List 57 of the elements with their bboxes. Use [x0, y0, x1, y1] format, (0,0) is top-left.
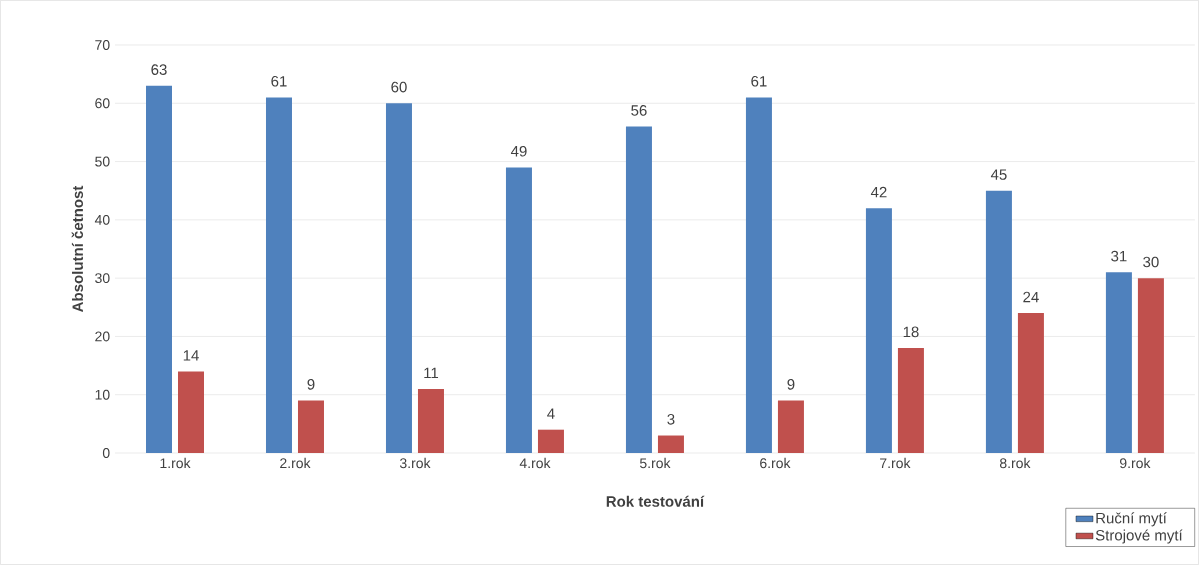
data-label: 61 [751, 75, 767, 87]
bar [265, 97, 292, 453]
x-tick-label: 3.rok [399, 457, 431, 469]
bar [985, 190, 1012, 453]
data-label: 14 [183, 350, 199, 361]
y-tick-label: 20 [95, 331, 110, 342]
data-label: 18 [903, 326, 919, 338]
bar [417, 388, 444, 453]
data-label: 3 [667, 414, 675, 425]
data-label: 56 [631, 105, 647, 116]
y-axis-title: Absolutní četnost [71, 185, 84, 312]
bar [505, 167, 532, 453]
data-label: 63 [151, 64, 167, 75]
x-tick-label: 6.rok [760, 457, 791, 469]
data-label: 30 [1143, 256, 1159, 268]
data-label: 4 [547, 408, 555, 419]
bar [777, 400, 804, 453]
data-label: 9 [787, 379, 795, 390]
data-label: 45 [990, 169, 1007, 180]
x-axis-title: Rok testování [606, 495, 705, 507]
data-label: 31 [1111, 250, 1127, 262]
y-tick-label: 40 [94, 214, 110, 225]
x-tick-label: 4.rok [519, 457, 551, 469]
bar [865, 208, 892, 453]
x-tick-label: 7.rok [880, 457, 911, 469]
y-tick-label: 10 [95, 389, 110, 400]
bar [1137, 278, 1164, 453]
x-tick-label: 5.rok [639, 457, 671, 469]
bar [178, 371, 204, 453]
y-tick-label: 60 [95, 98, 110, 109]
legend-label: Strojové mytí [1095, 529, 1183, 544]
data-label: 60 [391, 81, 407, 93]
bar [657, 435, 684, 453]
data-label: 61 [271, 75, 287, 87]
bar [1105, 272, 1132, 453]
bar [385, 103, 412, 453]
y-tick-label: 50 [95, 156, 110, 167]
data-label: 11 [424, 367, 439, 379]
bar [537, 429, 564, 453]
x-tick-label: 8.rok [999, 457, 1031, 469]
data-label: 49 [510, 145, 527, 157]
data-label: 42 [870, 186, 887, 198]
data-label: 9 [307, 379, 315, 390]
y-tick-label: 0 [102, 448, 110, 458]
bar [297, 400, 324, 453]
bar [146, 85, 172, 453]
y-tick-label: 70 [95, 40, 110, 50]
bar [745, 97, 772, 453]
x-tick-label: 1.rok [160, 457, 191, 469]
bar [897, 348, 924, 453]
bar [625, 126, 652, 453]
bar [1017, 313, 1044, 453]
x-tick-label: 9.rok [1120, 457, 1151, 469]
x-tick-label: 2.rok [280, 457, 311, 469]
legend-label: Ruční mytí [1096, 512, 1167, 527]
data-label: 24 [1023, 291, 1039, 303]
y-tick-label: 30 [95, 273, 110, 284]
